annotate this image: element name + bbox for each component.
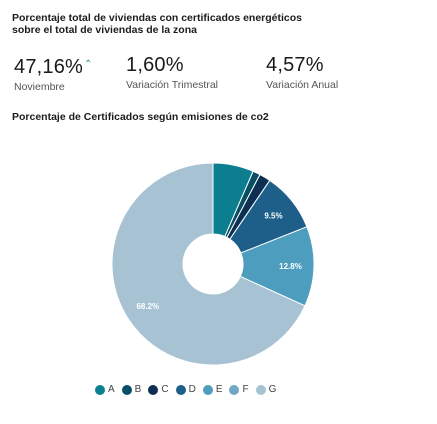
legend-label: E [215, 384, 223, 395]
legend-item-G[interactable]: G [255, 384, 277, 395]
legend-swatch [255, 384, 266, 395]
stat-label: Variación Anual [266, 79, 339, 91]
legend-swatch [121, 384, 132, 395]
legend-label: F [242, 384, 249, 395]
legend-item-D[interactable]: D [175, 384, 196, 395]
stat-value: 4,57% [266, 54, 324, 76]
legend-item-B[interactable]: B [121, 384, 142, 395]
legend-swatch [202, 384, 213, 395]
legend-swatch [229, 384, 240, 395]
legend-item-F[interactable]: F [229, 384, 249, 395]
stat-noviembre: 47,16%⌃ Noviembre [14, 54, 93, 93]
slice-G[interactable] [111, 162, 306, 366]
chart-legend: A B C D E F G [95, 384, 276, 395]
legend-item-E[interactable]: E [202, 384, 223, 395]
stat-value: 1,60% [126, 54, 184, 76]
stat-label: Noviembre [14, 81, 65, 93]
legend-label: C [161, 384, 169, 395]
data-label-G: 68.2% [136, 302, 159, 311]
stat-value-text: 47,16% [14, 56, 84, 78]
legend-swatch [148, 384, 159, 395]
stat-label: Variación Trimestral [126, 79, 218, 91]
stat-variacion-trimestral: 1,60% Variación Trimestral [126, 54, 218, 91]
stat-value: 47,16%⌃ [14, 54, 93, 78]
chart-title: Porcentaje de Certificados según emision… [12, 111, 269, 123]
page-title: Porcentaje total de viviendas con certif… [12, 12, 303, 36]
stat-variacion-anual: 4,57% Variación Anual [266, 54, 338, 91]
legend-item-C[interactable]: C [148, 384, 169, 395]
trend-up-icon: ⌃ [84, 59, 93, 70]
legend-label: D [188, 384, 196, 395]
legend-label: A [108, 384, 115, 395]
legend-label: B [134, 384, 142, 395]
data-label-E: 12.8% [279, 262, 302, 271]
legend-label: G [268, 384, 277, 395]
legend-swatch [95, 384, 105, 395]
legend-swatch [175, 384, 186, 395]
legend-item-A[interactable]: A [95, 384, 115, 395]
data-label-D: 9.5% [264, 212, 282, 221]
